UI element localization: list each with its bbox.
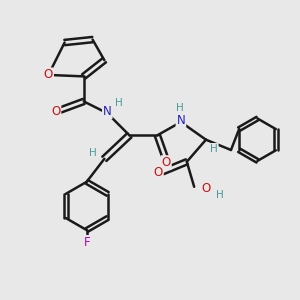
- Text: O: O: [201, 182, 211, 195]
- Text: N: N: [103, 105, 112, 118]
- Text: O: O: [154, 166, 163, 178]
- Text: H: H: [115, 98, 122, 108]
- Text: H: H: [210, 143, 218, 154]
- Text: O: O: [162, 156, 171, 169]
- Text: H: H: [216, 190, 224, 200]
- Text: H: H: [89, 148, 97, 158]
- Text: O: O: [51, 105, 60, 118]
- Text: N: N: [176, 114, 185, 127]
- Text: F: F: [83, 236, 90, 249]
- Text: O: O: [44, 68, 53, 81]
- Text: H: H: [176, 103, 183, 113]
